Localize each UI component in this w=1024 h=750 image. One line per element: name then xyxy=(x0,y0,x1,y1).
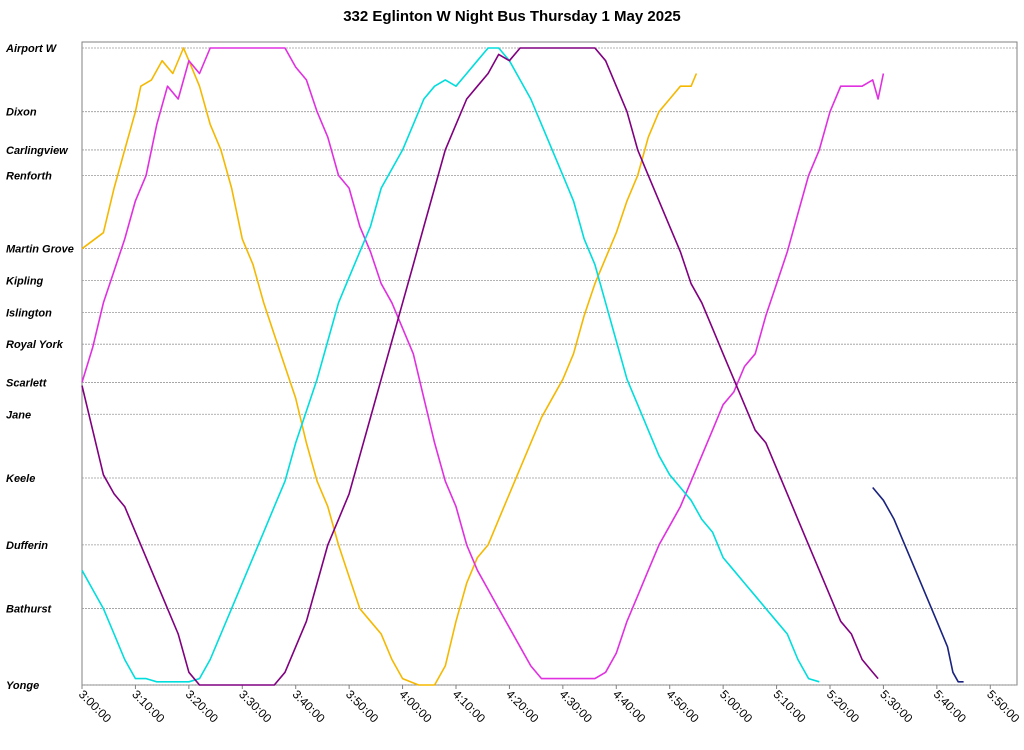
x-tick-label: 3:10:00 xyxy=(129,687,167,725)
x-tick-label: 3:20:00 xyxy=(183,687,221,725)
stop-label: Scarlett xyxy=(6,377,48,389)
x-tick-label: 5:20:00 xyxy=(824,687,862,725)
stop-label: Bathurst xyxy=(6,604,53,616)
plot-area xyxy=(81,41,1018,686)
x-tick-label: 3:30:00 xyxy=(236,687,274,725)
x-tick-label: 5:00:00 xyxy=(717,687,755,725)
x-tick-label: 4:30:00 xyxy=(557,687,595,725)
grid-lines xyxy=(81,47,1017,689)
stop-label: Royal York xyxy=(6,339,64,351)
series-line-0 xyxy=(81,47,698,686)
stop-label: Kipling xyxy=(6,276,44,288)
stop-label: Martin Grove xyxy=(6,244,74,256)
stop-label: Dufferin xyxy=(6,540,48,552)
x-tick-label: 4:50:00 xyxy=(664,687,702,725)
x-tick-label: 5:40:00 xyxy=(931,687,969,725)
stop-label: Carlingview xyxy=(6,145,69,157)
x-tick-label: 4:10:00 xyxy=(450,687,488,725)
stop-label: Jane xyxy=(6,409,31,421)
x-tick-label: 4:40:00 xyxy=(610,687,648,725)
x-tick-label: 3:40:00 xyxy=(290,687,328,725)
x-tick-label: 3:00:00 xyxy=(76,687,114,725)
series-line-4 xyxy=(872,486,964,683)
x-tick-label: 5:10:00 xyxy=(770,687,808,725)
stop-label: Renforth xyxy=(6,170,52,182)
series-line-3 xyxy=(81,47,879,686)
x-tick-labels: 3:00:00 3:10:00 3:20:00 3:30:00 3:40:00 3:50:… xyxy=(76,687,1023,725)
x-tick-label: 4:00:00 xyxy=(396,687,434,725)
series-line-1 xyxy=(81,47,885,680)
stop-label: Islington xyxy=(6,307,52,319)
stop-label: Dixon xyxy=(6,107,37,119)
stop-label: Keele xyxy=(6,473,35,485)
series-line-2 xyxy=(81,47,820,683)
x-tick-label: 4:20:00 xyxy=(503,687,541,725)
chart-title: 332 Eglinton W Night Bus Thursday 1 May … xyxy=(343,8,681,25)
x-tick-label: 3:50:00 xyxy=(343,687,381,725)
stop-labels: Airport W Dixon Carlingview Renforth Martin … xyxy=(5,43,74,692)
stop-label: Yonge xyxy=(6,680,39,692)
series-group xyxy=(81,47,964,686)
x-tick-label: 5:30:00 xyxy=(877,687,915,725)
stop-label: Airport W xyxy=(5,43,58,55)
x-tick-label: 5:50:00 xyxy=(984,687,1022,725)
